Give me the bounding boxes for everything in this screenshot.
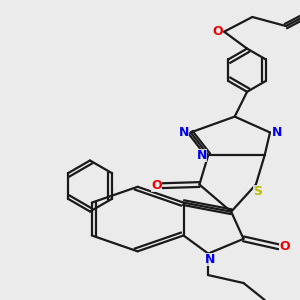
Text: N: N xyxy=(196,148,207,162)
Text: N: N xyxy=(179,126,189,139)
Text: O: O xyxy=(212,25,223,38)
Text: O: O xyxy=(279,240,290,253)
Text: S: S xyxy=(253,184,262,198)
Text: N: N xyxy=(272,126,282,139)
Text: N: N xyxy=(205,253,215,266)
Text: O: O xyxy=(151,179,162,192)
